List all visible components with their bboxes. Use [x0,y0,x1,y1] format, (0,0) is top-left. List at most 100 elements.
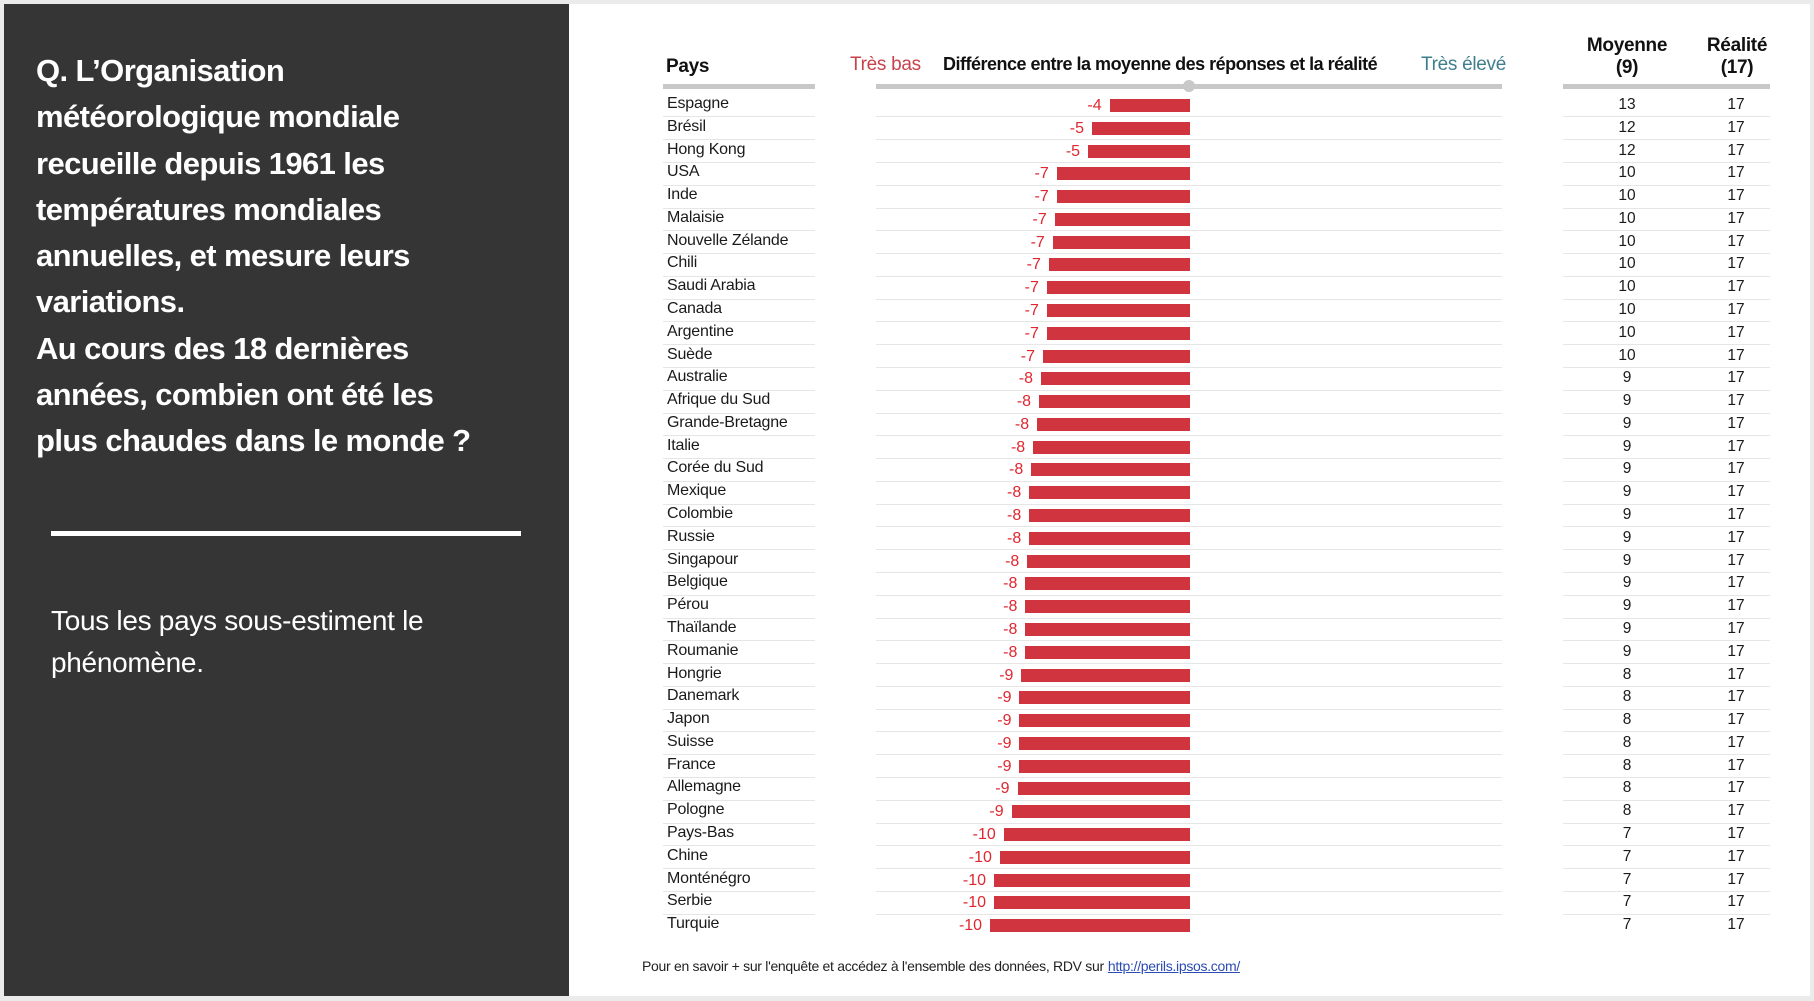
difference-bar [1029,486,1190,500]
difference-bar [1025,577,1190,591]
reality-value: 17 [1727,414,1745,432]
reality-header-label: Réalité [1706,35,1768,56]
row-separator [876,526,1502,528]
difference-label: -8 [1007,529,1022,547]
difference-bar [1043,349,1190,363]
mean-value: 9 [1622,437,1632,455]
reality-value: 17 [1727,323,1745,341]
mean-value: 8 [1622,733,1632,751]
mean-value: 8 [1622,665,1632,683]
mean-value: 10 [1618,255,1636,273]
header-rule-values [1563,84,1770,89]
reality-value: 17 [1727,847,1745,865]
reality-value: 17 [1727,164,1745,182]
reality-value: 17 [1727,278,1745,296]
question-panel: Q. L’Organisation météorologique mondiale… [4,4,569,996]
difference-bar [1046,304,1190,318]
mean-value: 9 [1622,619,1632,637]
row-separator [663,298,815,300]
reality-value: 17 [1727,506,1745,524]
row-separator [1563,321,1770,323]
reality-value: 17 [1727,118,1745,136]
mean-value: 9 [1622,551,1632,569]
reality-value: 17 [1727,301,1745,319]
difference-label: -8 [1016,393,1032,411]
footer-text: Pour en savoir + sur l'enquête et accéde… [642,958,1104,974]
row-separator [663,321,815,323]
difference-bar [1025,645,1190,659]
difference-label: -8 [1005,552,1020,570]
question-line: Q. L’Organisation [36,53,285,88]
row-separator [663,845,815,847]
country-label: Danemark [667,687,740,705]
row-separator [876,412,1502,414]
reality-value: 17 [1727,893,1745,911]
row-separator [663,389,815,391]
difference-bar [1048,258,1190,272]
row-separator [876,321,1502,323]
row-separator [1563,389,1770,391]
country-label: Colombie [667,505,733,523]
row-separator [876,207,1502,209]
country-label: Belgique [667,573,728,591]
difference-bar [1031,463,1190,477]
reality-value: 17 [1727,619,1745,637]
difference-label: -7 [1020,347,1035,365]
mean-value: 8 [1622,688,1632,706]
mean-value: 10 [1618,323,1636,341]
row-separator [1563,526,1770,528]
question-line: plus chaudes dans le monde ? [36,423,471,459]
survey-link[interactable]: http://perils.ipsos.com/ [1107,958,1240,974]
mean-value: 9 [1622,574,1632,592]
reality-value: 17 [1727,528,1745,546]
difference-bar [1025,622,1190,636]
footer: Pour en savoir + sur l'enquête et accéde… [642,958,1240,974]
zero-marker [1183,80,1195,92]
difference-label: -10 [972,825,996,843]
row-separator [876,777,1502,778]
country-label: Nouvelle Zélande [667,231,789,249]
mean-value: 8 [1622,802,1632,820]
row-separator [1563,913,1770,915]
row-separator [663,822,815,824]
difference-bar [1109,99,1190,112]
reality-value: 17 [1727,688,1745,706]
row-separator [663,253,815,255]
reality-value: 17 [1727,870,1745,888]
row-separator [663,617,815,619]
mean-value: 9 [1622,369,1632,387]
row-separator [1563,298,1770,300]
reality-value: 17 [1727,187,1745,205]
row-separator [876,366,1502,368]
mean-value: 8 [1622,779,1632,797]
difference-label: -10 [962,871,986,889]
axis-label-low: Très bas [850,54,921,75]
row-separator [876,663,1502,665]
difference-label: -8 [1018,370,1034,388]
row-separator [663,685,815,687]
country-label: Russie [667,527,715,545]
difference-bar [1046,326,1190,340]
country-label: Hong Kong [667,140,746,158]
difference-label: -7 [1032,210,1047,228]
difference-bar [1039,395,1190,409]
difference-bar [1019,759,1190,773]
row-separator [663,458,815,460]
row-separator [876,503,1502,505]
row-separator [663,799,815,801]
mean-value: 9 [1622,597,1632,615]
mean-value: 9 [1622,392,1632,410]
difference-label: -10 [958,917,983,935]
difference-bar [1027,554,1190,568]
mean-value: 10 [1618,278,1636,296]
country-label: Espagne [667,95,729,112]
difference-bar [1056,167,1190,181]
difference-bar [1054,212,1190,226]
difference-label: -7 [1034,188,1049,206]
question-line: météorologique mondiale [36,99,400,135]
row-separator [1563,366,1770,368]
reality-value: 17 [1727,574,1745,592]
difference-label: -8 [1009,461,1024,479]
row-separator [663,526,815,528]
